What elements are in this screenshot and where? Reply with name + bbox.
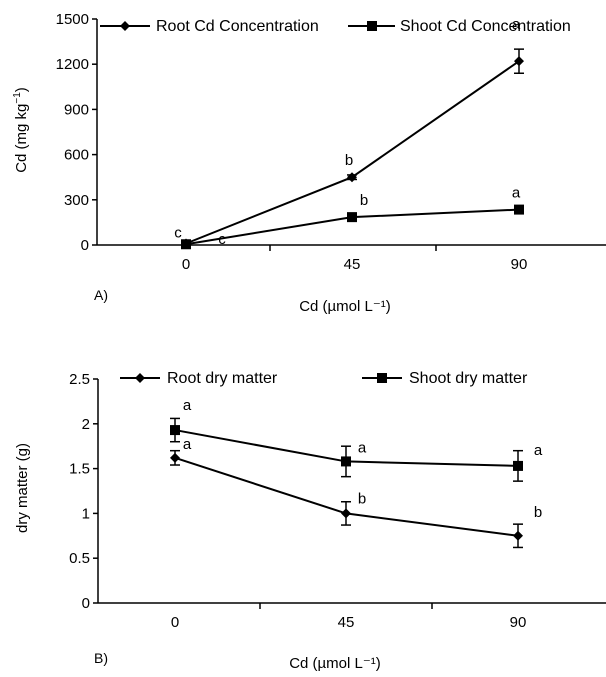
chart-a-significance-label: b [360, 192, 368, 209]
chart-a-point [347, 212, 357, 223]
chart-a-x-tick-label: 45 [344, 256, 361, 273]
chart-a-point [181, 239, 191, 250]
chart-a-point [514, 56, 524, 67]
chart-b-significance-label: a [534, 442, 543, 459]
chart-b-significance-label: b [358, 490, 366, 507]
chart-a-legend-marker-shoot [367, 21, 377, 31]
chart-b-x-axis-label: Cd (µmol L⁻¹) [289, 655, 381, 672]
chart-b-y-tick-label: 0.5 [69, 550, 90, 567]
chart-a-significance-label: c [174, 224, 182, 241]
chart-b-legend-marker-root [135, 373, 145, 383]
chart-b-y-tick-label: 1 [82, 505, 90, 522]
chart-b-y-tick-label: 2.5 [69, 371, 90, 388]
chart-a-significance-label: a [512, 16, 521, 33]
chart-b-panel-label: B) [94, 650, 108, 666]
chart-b-significance-label: a [183, 397, 192, 414]
chart-a-y-tick-label: 1500 [56, 11, 89, 28]
chart-a-y-tick-label: 300 [64, 192, 89, 209]
chart-a-significance-label: a [512, 185, 521, 202]
chart-a-y-tick-label: 900 [64, 101, 89, 118]
chart-a-point [514, 204, 524, 215]
chart-a-panel-label: A) [94, 287, 108, 303]
chart-b-x-tick-label: 90 [510, 614, 527, 631]
chart-b-y-tick-label: 2 [82, 416, 90, 433]
chart-a-legend-label-shoot: Shoot Cd Concentration [400, 18, 571, 35]
chart-a-significance-label: c [218, 231, 226, 248]
chart-a-legend: Root Cd Concentration Shoot Cd Concentra… [100, 18, 571, 35]
chart-a-x-tick-label: 0 [182, 256, 190, 273]
chart-b-y-tick-label: 0 [82, 595, 90, 612]
chart-b-legend-marker-shoot [377, 373, 387, 383]
chart-b-x-tick-label: 45 [338, 614, 355, 631]
chart-b-point [513, 460, 523, 471]
chart-a-y-tick-label: 0 [81, 237, 89, 254]
chart-b-significance-label: a [358, 439, 367, 456]
chart-a-x-axis-label: Cd (µmol L⁻¹) [299, 298, 391, 315]
chart-a-y-tick-label: 1200 [56, 56, 89, 73]
chart-b-legend: Root dry matter Shoot dry matter [120, 370, 528, 387]
chart-b-plot-area: 0 0.5 1 1.5 2 2.5 0 45 90 a b b a a a [69, 371, 606, 631]
chart-b-point [170, 425, 180, 436]
chart-a-y-axis-label: Cd (mg kg−1) [12, 87, 30, 173]
chart-b-legend-label-shoot: Shoot dry matter [409, 370, 528, 387]
chart-a-y-tick-label: 600 [64, 147, 89, 164]
chart-b-point [341, 508, 351, 519]
chart-b-significance-label: b [534, 504, 542, 521]
chart-a-legend-marker-root [120, 21, 130, 31]
chart-b-y-axis-label: dry matter (g) [14, 443, 31, 533]
chart-b-y-tick-label: 1.5 [69, 461, 90, 478]
chart-a-legend-label-root: Root Cd Concentration [156, 18, 319, 35]
chart-b-x-tick-label: 0 [171, 614, 179, 631]
chart-b-significance-label: a [183, 436, 192, 453]
chart-a-significance-label: b [345, 152, 353, 169]
chart-a: Cd (mg kg−1) Cd (µmol L⁻¹) A) Root Cd Co… [12, 11, 606, 315]
chart-a-x-tick-label: 90 [511, 256, 528, 273]
chart-b-point [513, 530, 523, 541]
chart-b: dry matter (g) Cd (µmol L⁻¹) B) Root dry… [14, 370, 606, 672]
chart-b-point [170, 452, 180, 463]
chart-b-point [341, 456, 351, 467]
chart-a-plot-area: 0 300 600 900 1200 1500 0 45 90 c b a c b a [56, 11, 606, 273]
chart-b-legend-label-root: Root dry matter [167, 370, 278, 387]
chart-a-point [347, 172, 357, 183]
